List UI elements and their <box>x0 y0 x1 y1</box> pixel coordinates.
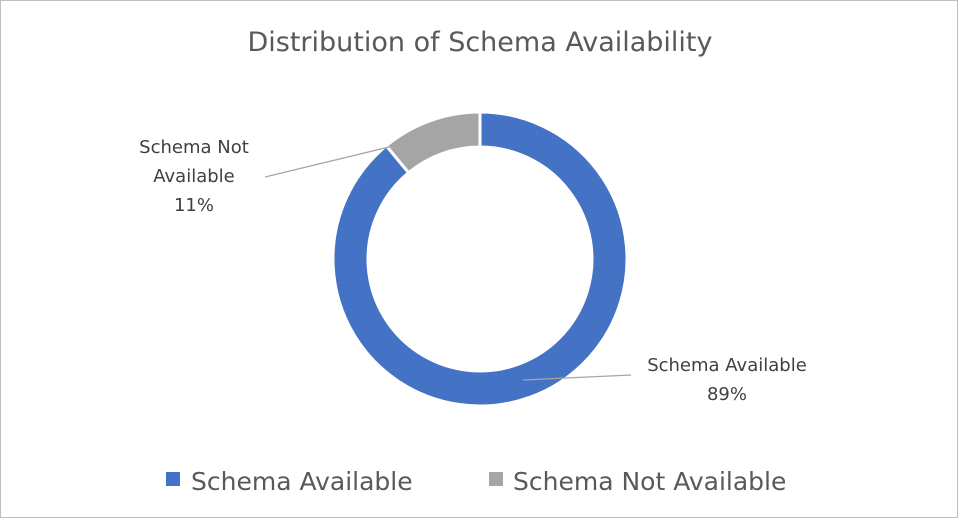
data-label-schema-not-available: Schema Not Available 11% <box>139 137 249 216</box>
legend-item-schema-not-available: Schema Not Available <box>489 467 786 496</box>
slice-schema-available <box>331 110 629 408</box>
legend-swatch-schema-not-available <box>489 472 503 486</box>
legend-label-schema-available: Schema Available <box>191 467 413 496</box>
slices-layer <box>331 110 629 408</box>
data-label-schema-available: Schema Available 89% <box>647 355 807 405</box>
chart-title: Distribution of Schema Availability <box>247 27 712 58</box>
legend: Schema Available Schema Not Available <box>166 467 786 496</box>
leader-line-schema-not-available <box>264 146 390 178</box>
leader-lines <box>264 146 632 381</box>
legend-label-schema-not-available: Schema Not Available <box>513 467 786 496</box>
legend-swatch-schema-available <box>166 472 180 486</box>
data-labels: Schema Available 89% Schema Not Available 11… <box>139 137 807 405</box>
slice-schema-not-available <box>384 110 482 175</box>
leader-line-schema-available <box>522 374 632 381</box>
legend-item-schema-available: Schema Available <box>166 467 413 496</box>
